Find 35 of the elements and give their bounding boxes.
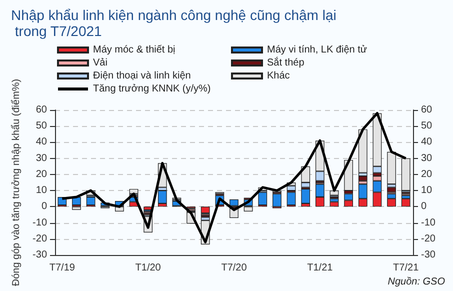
y2-tick-label: 50 (421, 120, 433, 132)
y-tick-label: -30 (32, 250, 48, 260)
y-axis-title: Đóng góp vào tăng trưởng nhập khẩu (điểm%) (10, 78, 22, 286)
y-tick-label: 60 (36, 104, 48, 116)
y2-tick-label: 10 (421, 185, 433, 196)
y2-tick-label: 20 (421, 168, 433, 180)
y2-tick-label: -10 (421, 217, 436, 228)
y2-tick-label: 30 (421, 152, 433, 164)
y2-tick-label: -20 (421, 233, 436, 244)
y2-tick-label: 40 (421, 136, 433, 148)
y-tick-label: -20 (32, 233, 48, 244)
x-tick-label: T1/21 (307, 262, 334, 274)
y-tick-label: 20 (36, 168, 48, 180)
y-tick-label: -10 (32, 217, 48, 228)
y-tick-label: 40 (36, 136, 48, 148)
legend-label: Tăng trưởng KNNK (y/y%) (93, 84, 211, 94)
chart-title: Nhập khẩu linh kiện ngành công nghệ cũng chậm lại trong T7/2021 (11, 7, 336, 39)
x-tick-label: T7/21 (393, 262, 420, 274)
text: Nguồn: GSO (388, 276, 446, 288)
y2-tick-label: -30 (421, 250, 436, 260)
x-tick-label: T7/19 (49, 262, 76, 274)
legend-label: Máy vi tính, LK điện tử (267, 44, 368, 56)
legend-label: Máy móc & thiết bị (93, 44, 176, 56)
y2-tick-label: 0 (421, 201, 427, 212)
legend-label: Sắt thép (267, 56, 305, 68)
x-tick-label: T7/20 (221, 262, 248, 274)
y-tick-label: 0 (41, 201, 48, 212)
y-tick-label: 50 (36, 120, 48, 132)
legend-label: Vải (93, 58, 108, 68)
legend-label: Điện thoại và linh kiện (93, 70, 191, 82)
y-tick-label: 10 (36, 185, 48, 196)
x-tick-label: T1/20 (135, 262, 162, 274)
y2-tick-label: 60 (421, 104, 433, 116)
legend-label: Khác (267, 70, 290, 82)
y-tick-label: 30 (36, 152, 48, 164)
